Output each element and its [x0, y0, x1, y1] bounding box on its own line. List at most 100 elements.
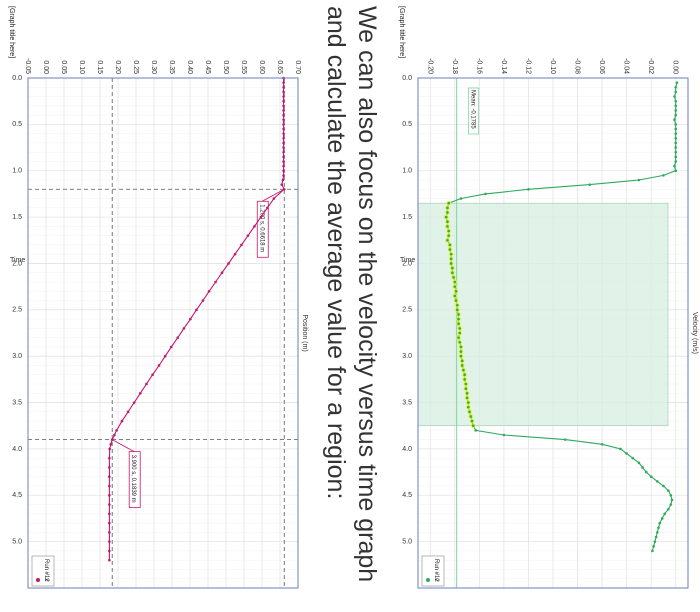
position-chart[interactable]: [Graph title here] Time (s) Position (m) 0.…: [0, 0, 310, 612]
position-data-point: [282, 99, 285, 103]
position-x-tick-label: 4.0: [12, 446, 22, 453]
velocity-data-point: [460, 364, 464, 367]
velocity-data-point: [446, 211, 449, 214]
velocity-data-point: [658, 521, 662, 525]
velocity-data-point: [446, 225, 449, 228]
position-x-tick-label: 3.5: [12, 399, 22, 406]
velocity-data-point: [600, 442, 604, 446]
position-data-point: [282, 123, 285, 126]
position-data-point: [108, 466, 111, 469]
position-x-axis-label: Time (s): [10, 257, 35, 264]
velocity-data-point: [449, 262, 453, 265]
velocity-legend-swatch: [426, 578, 430, 582]
velocity-data-point: [459, 350, 463, 353]
velocity-legend-column-header: v: [433, 578, 439, 581]
position-y-tick-label: 0.60: [258, 60, 265, 74]
velocity-x-tick-label: 3.0: [402, 353, 412, 360]
velocity-data-point: [674, 150, 678, 154]
velocity-data-point: [448, 243, 452, 247]
velocity-data-point: [657, 526, 660, 530]
position-y-tick-label: 0.55: [240, 60, 247, 74]
velocity-data-point: [656, 531, 659, 534]
caption-line-1: We can also focus on the velocity versus…: [353, 6, 381, 583]
velocity-data-point: [674, 99, 678, 103]
position-data-point: [120, 419, 124, 423]
position-legend-column-header: x: [43, 578, 49, 581]
position-data-point: [201, 299, 205, 302]
position-data-point: [108, 456, 111, 460]
position-x-tick-label: 2.5: [12, 307, 22, 314]
velocity-x-tick-label: 0.0: [402, 75, 412, 82]
velocity-legend-run-label: Run #12: [433, 559, 439, 582]
position-data-point: [282, 136, 285, 140]
slide-caption: We can also focus on the velocity versus…: [312, 6, 382, 606]
velocity-data-point: [467, 401, 470, 404]
velocity-y-tick-label: -0.02: [647, 58, 654, 74]
position-data-point: [282, 146, 285, 149]
velocity-data-point: [527, 187, 530, 191]
velocity-data-point: [670, 498, 674, 502]
position-data-point: [145, 382, 148, 386]
position-y-tick-label: 0.10: [78, 60, 85, 74]
velocity-y-tick-label: -0.16: [475, 58, 482, 74]
velocity-data-point: [674, 85, 678, 89]
position-y-axis-label: Position (m): [301, 314, 308, 351]
velocity-data-point: [465, 391, 469, 395]
velocity-data-point: [588, 183, 592, 186]
position-data-point: [282, 160, 285, 163]
position-data-point: [108, 558, 111, 562]
velocity-data-point: [674, 141, 678, 145]
velocity-data-point: [674, 160, 678, 163]
caption-line-2: and calculate the average value for a re…: [322, 6, 350, 500]
velocity-data-point: [674, 90, 678, 94]
position-y-tick-label: 0.30: [150, 60, 157, 74]
position-data-point: [282, 95, 285, 98]
position-legend-swatch: [36, 578, 40, 582]
velocity-data-point: [459, 354, 463, 358]
position-x-tick-label: 0.0: [12, 75, 22, 82]
velocity-x-tick-label: 5.0: [402, 538, 412, 545]
position-data-point: [266, 206, 269, 210]
velocity-data-point: [457, 317, 460, 321]
velocity-data-point: [470, 419, 474, 423]
velocity-data-point: [652, 544, 655, 548]
velocity-data-point: [674, 104, 678, 108]
velocity-data-point: [471, 424, 475, 428]
position-data-point: [189, 317, 192, 321]
velocity-graph-title: [Graph title here]: [398, 6, 405, 58]
velocity-data-point: [462, 368, 465, 372]
position-data-point: [246, 234, 250, 237]
position-plot-frame: [27, 77, 299, 589]
position-y-tick-label: -0.05: [24, 58, 31, 74]
velocity-data-point: [674, 113, 678, 117]
velocity-chart[interactable]: [Graph title here] Time (s) Velocity (m/s)…: [390, 0, 700, 612]
position-data-point: [109, 442, 113, 446]
position-legend-run-label: Run #12: [43, 559, 49, 582]
position-data-point: [282, 132, 285, 135]
velocity-data-point: [637, 461, 641, 465]
position-data-point: [108, 484, 111, 488]
position-data-point: [182, 327, 186, 330]
velocity-data-point: [452, 276, 455, 279]
velocity-data-point: [447, 234, 450, 237]
velocity-data-point: [464, 387, 468, 390]
velocity-data-point: [469, 415, 473, 418]
velocity-data-point: [674, 132, 678, 135]
velocity-mean-label-box: Mean: -0.1785: [468, 87, 480, 135]
position-y-tick-label: 0.45: [204, 60, 211, 74]
position-data-point: [253, 225, 256, 228]
velocity-data-point: [446, 220, 449, 224]
velocity-data-point: [454, 289, 458, 293]
velocity-data-point: [673, 164, 676, 168]
position-data-point: [282, 109, 285, 112]
position-x-tick-label: 5.0: [12, 538, 22, 545]
position-data-point: [108, 512, 111, 516]
velocity-data-point: [467, 405, 470, 409]
velocity-y-tick-label: -0.12: [524, 58, 531, 74]
velocity-data-point: [674, 146, 678, 149]
position-data-point: [272, 197, 276, 200]
position-data-point: [169, 345, 173, 349]
velocity-data-point: [563, 438, 567, 441]
position-data-point: [108, 493, 111, 497]
position-data-point: [233, 252, 237, 256]
